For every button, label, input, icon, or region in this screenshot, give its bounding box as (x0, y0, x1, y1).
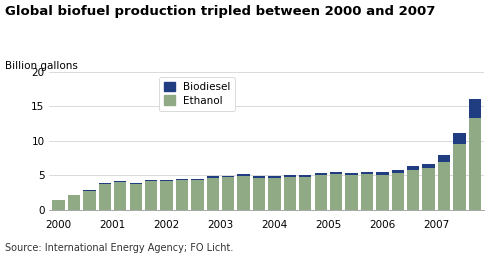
Text: Billion gallons: Billion gallons (5, 61, 78, 71)
Bar (145, 181, 157, 210)
Bar (129, 184, 142, 210)
Bar (345, 173, 358, 175)
Bar (330, 174, 342, 210)
Bar (238, 174, 250, 176)
Bar (284, 175, 296, 177)
Bar (99, 184, 111, 210)
Bar (238, 176, 250, 210)
Bar (284, 177, 296, 210)
Bar (206, 178, 219, 210)
Bar (161, 180, 173, 181)
Bar (361, 174, 373, 210)
Bar (176, 179, 188, 180)
Bar (83, 190, 96, 210)
Bar (161, 181, 173, 210)
Bar (268, 176, 281, 178)
Bar (222, 176, 234, 177)
Bar (145, 180, 157, 181)
Bar (469, 118, 481, 210)
Bar (114, 181, 126, 182)
Bar (176, 180, 188, 210)
Bar (376, 172, 389, 175)
Bar (422, 164, 435, 168)
Text: Source: International Energy Agency; FO Licht.: Source: International Energy Agency; FO … (5, 243, 233, 253)
Bar (253, 178, 265, 210)
Bar (453, 133, 466, 144)
Bar (422, 168, 435, 210)
Bar (191, 180, 204, 210)
Bar (438, 162, 450, 210)
Bar (453, 144, 466, 210)
Bar (253, 176, 265, 178)
Bar (315, 173, 327, 175)
Bar (52, 200, 65, 210)
Bar (299, 175, 311, 177)
Bar (345, 175, 358, 210)
Bar (315, 175, 327, 210)
Bar (99, 183, 111, 184)
Bar (222, 177, 234, 210)
Bar (376, 175, 389, 210)
Bar (330, 172, 342, 174)
Text: Global biofuel production tripled between 2000 and 2007: Global biofuel production tripled betwee… (5, 5, 435, 18)
Bar (191, 179, 204, 180)
Bar (407, 170, 419, 210)
Bar (68, 195, 80, 210)
Bar (392, 173, 404, 210)
Bar (438, 155, 450, 162)
Bar (407, 166, 419, 170)
Bar (392, 170, 404, 173)
Bar (469, 99, 481, 118)
Bar (268, 178, 281, 210)
Bar (206, 176, 219, 178)
Bar (299, 177, 311, 210)
Bar (114, 182, 126, 210)
Bar (361, 172, 373, 174)
Legend: Biodiesel, Ethanol: Biodiesel, Ethanol (159, 77, 236, 111)
Bar (129, 183, 142, 184)
